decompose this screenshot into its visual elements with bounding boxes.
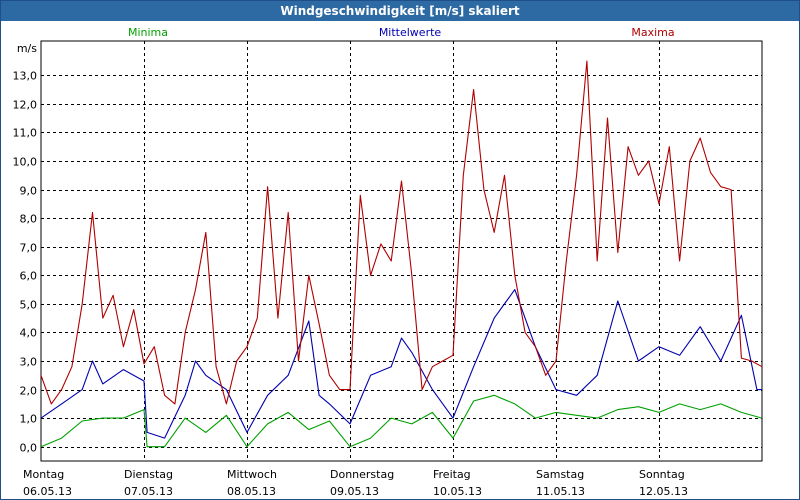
y-tick-label: 7,0 <box>20 242 38 255</box>
x-date-label: 09.05.13 <box>330 485 379 498</box>
x-date-label: 12.05.13 <box>639 485 688 498</box>
y-tick-label: 3,0 <box>20 356 38 369</box>
chart-svg: 0,0 1,0 2,0 3,0 4,0 5,0 6,0 7,0 8,0 9,0 10,0 11,0 12… <box>13 26 763 498</box>
y-tick-label: 12,0 <box>13 99 38 112</box>
x-date-label: 07.05.13 <box>124 485 173 498</box>
y-tick-label: 8,0 <box>20 213 38 226</box>
x-day-label: Montag <box>23 468 64 481</box>
x-date-label: 11.05.13 <box>536 485 585 498</box>
y-tick-label: 2,0 <box>20 385 38 398</box>
y-tick-label: 6,0 <box>20 270 38 283</box>
y-tick-label: 10,0 <box>13 156 38 169</box>
legend-minima: Minima <box>128 26 168 39</box>
y-tick-label: 0,0 <box>20 442 38 455</box>
x-day-label: Donnerstag <box>330 468 394 481</box>
x-day-label: Sonntag <box>639 468 685 481</box>
series-line-maxima <box>40 60 763 405</box>
y-tick-label: 11,0 <box>13 127 38 140</box>
x-date-label: 10.05.13 <box>433 485 482 498</box>
y-tick-label: 5,0 <box>20 299 38 312</box>
series-line-mittelwerte <box>40 289 762 439</box>
x-day-label: Dienstag <box>124 468 173 481</box>
x-date-label: 08.05.13 <box>227 485 276 498</box>
y-tick-label: 13,0 <box>13 70 38 83</box>
x-day-label: Samstag <box>536 468 584 481</box>
y-tick-label: 4,0 <box>20 327 38 340</box>
chart-title: Windgeschwindigkeit [m/s] skaliert <box>1 1 799 21</box>
legend-maxima: Maxima <box>631 26 674 39</box>
y-axis-label: m/s <box>17 42 37 55</box>
series-line-minima <box>40 394 763 448</box>
x-day-label: Freitag <box>433 468 471 481</box>
y-tick-label: 1,0 <box>20 413 38 426</box>
x-date-label: 06.05.13 <box>23 485 72 498</box>
y-tick-label: 9,0 <box>20 185 38 198</box>
legend-mittelwerte: Mittelwerte <box>379 26 442 39</box>
x-day-label: Mittwoch <box>227 468 277 481</box>
